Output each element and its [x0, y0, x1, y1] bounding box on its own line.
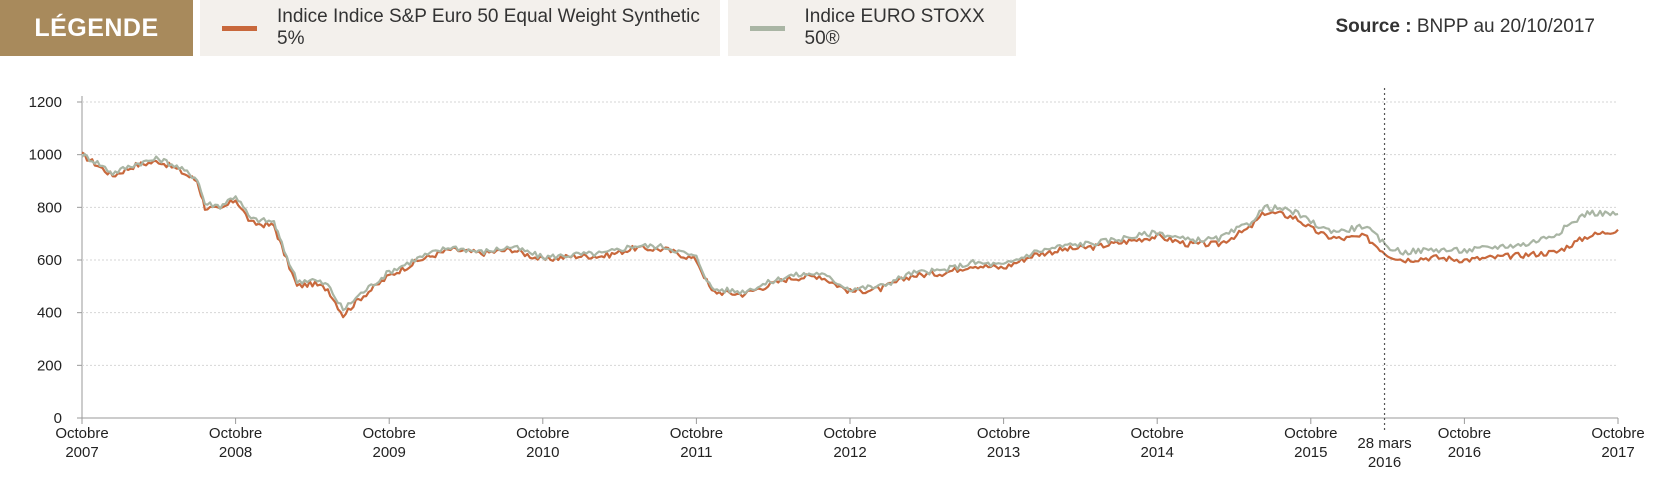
x-tick-label-9-line2: 2016 — [1448, 444, 1481, 461]
x-tick-label-0-line1: Octobre — [55, 425, 108, 442]
marker-label-line1: 28 mars — [1357, 435, 1411, 452]
legend-swatch-sp-euro50 — [222, 25, 257, 31]
marker-group: 28 mars 2016 — [1357, 88, 1412, 471]
x-tick-label-4-line2: 2011 — [680, 444, 712, 461]
legend-title: LÉGENDE — [0, 0, 193, 56]
grid-lines — [81, 96, 1618, 419]
x-tick-label-7-line1: Octobre — [1131, 425, 1184, 442]
x-tick-label-1-line1: Octobre — [209, 425, 262, 442]
x-tick-label-7-line2: 2014 — [1141, 444, 1174, 461]
x-tick-label-5-line2: 2012 — [833, 444, 866, 461]
x-tick-label-1-line2: 2008 — [219, 444, 252, 461]
x-tick-label-10-line1: Octobre — [1591, 425, 1644, 442]
legend-label-sp-euro50: Indice Indice S&P Euro 50 Equal Weight S… — [277, 6, 700, 49]
legend-swatch-eurostoxx50 — [750, 25, 785, 31]
x-tick-label-0-line2: 2007 — [65, 444, 98, 461]
series-line-sp-euro50 — [81, 151, 1619, 319]
x-tick-label-5-line1: Octobre — [823, 425, 876, 442]
source-prefix: Source : — [1335, 16, 1412, 37]
legend-item-eurostoxx50: Indice EURO STOXX 50® — [728, 0, 1016, 56]
marker-label-line2: 2016 — [1368, 454, 1401, 471]
y-tick-label-0: 0 — [54, 410, 62, 427]
y-tick-label-1200: 1200 — [29, 94, 62, 111]
legend-item-sp-euro50: Indice Indice S&P Euro 50 Equal Weight S… — [200, 0, 720, 56]
x-tick-label-6-line2: 2013 — [987, 444, 1020, 461]
x-tick-label-2-line2: 2009 — [373, 444, 406, 461]
x-tick-label-6-line1: Octobre — [977, 425, 1030, 442]
y-tick-label-1000: 1000 — [29, 147, 62, 164]
x-tick-label-3-line2: 2010 — [526, 444, 559, 461]
source-text: BNPP au 20/10/2017 — [1416, 16, 1595, 37]
x-tick-label-4-line1: Octobre — [670, 425, 723, 442]
x-tick-label-2-line1: Octobre — [363, 425, 416, 442]
series-group — [81, 151, 1619, 319]
series-line-eurostoxx50 — [81, 153, 1619, 312]
x-tick-label-8-line1: Octobre — [1284, 425, 1337, 442]
y-tick-label-600: 600 — [37, 252, 62, 269]
source-note: Source : BNPP au 20/10/2017 — [1336, 16, 1596, 38]
y-tick-label-800: 800 — [37, 199, 62, 216]
y-axis-ticks: 0 200 400 600 800 1000 1200 — [29, 94, 82, 427]
x-tick-label-10-line2: 2017 — [1601, 444, 1634, 461]
x-axis-ticks: Octobre 2007 Octobre 2008 Octobre 2009 Octobre… — [55, 418, 1645, 461]
x-tick-label-8-line2: 2015 — [1294, 444, 1327, 461]
y-tick-label-400: 400 — [37, 305, 62, 322]
x-tick-label-9-line1: Octobre — [1438, 425, 1491, 442]
x-tick-label-3-line1: Octobre — [516, 425, 569, 442]
legend-label-eurostoxx50: Indice EURO STOXX 50® — [804, 6, 985, 49]
y-tick-label-200: 200 — [37, 357, 62, 374]
